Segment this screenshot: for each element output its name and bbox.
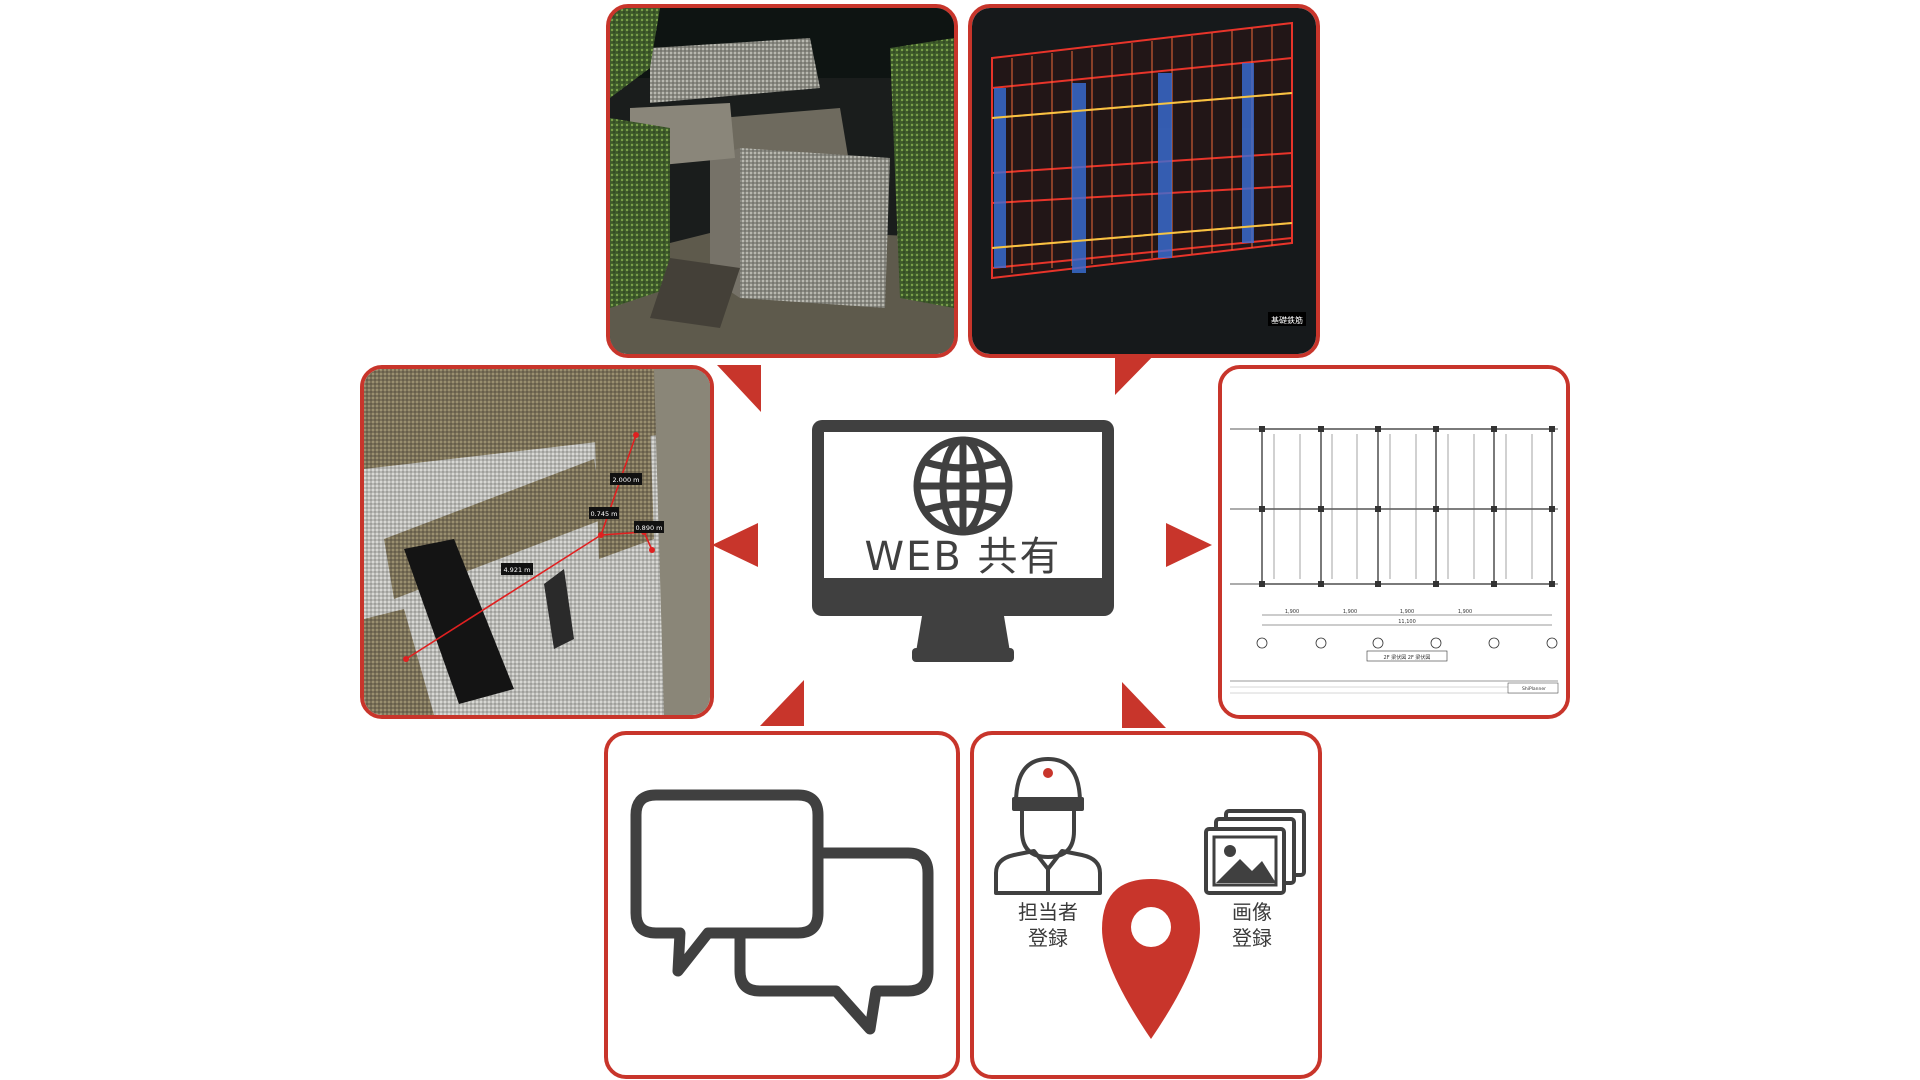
panel-point-cloud-exterior [606,4,958,358]
measurement-label: 4.921 m [503,566,530,574]
panel-structural-drawing: 1,900 1,900 1,900 1,900 11,100 2F 梁伏図 2F… [1218,365,1570,719]
person-label-line1: 担当者 [1018,900,1078,924]
drawing-stamp: ShiPlanner [1522,686,1546,692]
dimension-label: 1,900 [1343,609,1357,615]
image-label-line2: 登録 [1232,926,1272,950]
dimension-label: 1,900 [1400,609,1414,615]
point-cloud-measurement-image: 2.000 m 0.745 m 0.890 m 4.921 m [364,369,710,715]
measurement-label: 0.890 m [635,524,662,532]
rebar-3d-model-image: 基礎鉄筋 [972,8,1316,354]
panel-chat [604,731,960,1079]
point-cloud-exterior-image [610,8,954,354]
worker-icon [994,757,1102,895]
arrow-right [1166,523,1212,567]
panel-registration: 担当者 登録 画像 登録 [970,731,1322,1079]
location-pin-icon [1102,879,1200,1039]
photo-stack-icon [1204,809,1306,895]
image-label-line1: 画像 [1232,900,1272,924]
dimension-total: 11,100 [1398,619,1416,625]
arrow-bottom-left [760,680,804,726]
chat-bubbles-icon [630,789,934,1035]
arrow-left [712,523,758,567]
dimension-label: 1,900 [1285,609,1299,615]
drawing-title: 2F 梁伏図 2F 梁伏図 [1384,654,1431,661]
person-registration-label: 担当者 登録 [1000,899,1096,951]
globe-icon [913,436,1013,536]
dimension-label: 1,900 [1458,609,1472,615]
arrow-bottom-right [1122,682,1166,728]
arrow-top-right [1115,348,1161,395]
hub-label: WEB 共有 [865,534,1062,580]
structural-drawing-image: 1,900 1,900 1,900 1,900 11,100 2F 梁伏図 2F… [1222,369,1566,715]
globe-monitor-icon: WEB 共有 [812,420,1114,662]
measurement-label: 0.745 m [590,510,617,518]
panel-point-cloud-measurement: 2.000 m 0.745 m 0.890 m 4.921 m [360,365,714,719]
measurement-label: 2.000 m [612,476,639,484]
arrow-top-left [717,365,761,412]
hub-web-share: WEB 共有 [812,420,1114,670]
rebar-model-label: 基礎鉄筋 [1271,315,1303,325]
person-label-line2: 登録 [1028,926,1068,950]
image-registration-label: 画像 登録 [1204,899,1300,951]
panel-rebar-model: 基礎鉄筋 [968,4,1320,358]
